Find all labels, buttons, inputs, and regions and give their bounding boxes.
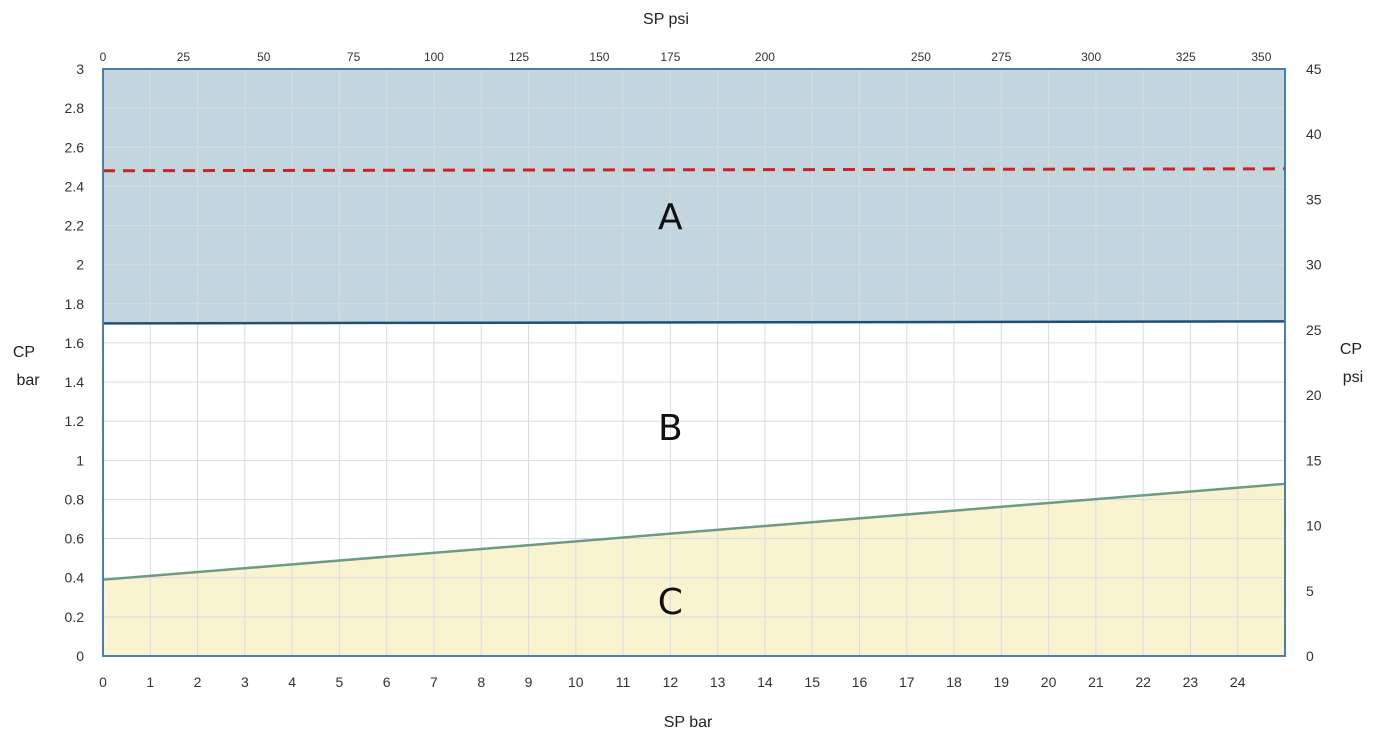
- series: [102, 167, 1286, 581]
- x-psi-tick-label: 50: [257, 50, 271, 64]
- x-psi-tick-label: 125: [509, 50, 529, 64]
- x-psi-tick-label: 25: [177, 50, 191, 64]
- x-bar-tick-label: 19: [994, 674, 1010, 690]
- y-psi-tick-label: 20: [1306, 387, 1322, 403]
- x-bar-tick-label: 11: [616, 674, 631, 690]
- y-bar-tick-label: 2.6: [65, 139, 85, 155]
- y-bar-tick-label: 2.2: [65, 218, 85, 234]
- y-bar-tick-label: 1.4: [65, 374, 85, 390]
- y-psi-tick-label: 15: [1306, 452, 1322, 468]
- y-bar-tick-label: 1.6: [65, 335, 85, 351]
- x-bar-tick-label: 14: [757, 674, 773, 690]
- x-bar-tick-label: 18: [946, 674, 962, 690]
- x-psi-tick-label: 300: [1081, 50, 1101, 64]
- y-bar-tick-label: 2.8: [65, 100, 85, 116]
- y-bar-tick-label: 2: [76, 257, 84, 273]
- x-bar-tick-label: 24: [1230, 674, 1246, 690]
- plot-frame: [102, 68, 1286, 657]
- x-bar-tick-label: 3: [241, 674, 249, 690]
- y-bar-tick-label: 1: [76, 452, 84, 468]
- y-psi-tick-label: 45: [1306, 61, 1322, 77]
- x-bar-tick-label: 22: [1135, 674, 1151, 690]
- y-psi-tick-label: 5: [1306, 583, 1314, 599]
- region-labels: A B C: [658, 197, 683, 623]
- region-a: [103, 69, 1285, 324]
- y-bar-tick-label: 1.2: [65, 413, 85, 429]
- x-bar-tick-label: 21: [1088, 674, 1104, 690]
- right-axis-title-line2: psi: [1343, 369, 1363, 386]
- series-line-1: [102, 320, 1286, 325]
- x-psi-tick-label: 0: [100, 50, 107, 64]
- y-bar-tick-label: 0.8: [65, 491, 85, 507]
- x-psi-tick-label: 250: [911, 50, 931, 64]
- x-bar-tick-label: 20: [1041, 674, 1057, 690]
- y-psi-tick-label: 10: [1306, 518, 1322, 534]
- region-label-a: A: [658, 197, 683, 238]
- region-c: [103, 483, 1285, 656]
- x-bar-tick-label: 9: [525, 674, 533, 690]
- x-bar-tick-label: 15: [804, 674, 820, 690]
- x-psi-tick-label: 350: [1251, 50, 1271, 64]
- x-psi-tick-label: 100: [424, 50, 444, 64]
- y-bar-tick-label: 0.6: [65, 531, 85, 547]
- x-bar-tick-label: 16: [852, 674, 868, 690]
- x-bar-tick-label: 0: [99, 674, 107, 690]
- y-bar-tick-label: 3: [76, 61, 84, 77]
- plot-border: [102, 68, 1286, 657]
- y-bar-tick-label: 1.8: [65, 296, 85, 312]
- y-bar-tick-label: 0.2: [65, 609, 85, 625]
- x-psi-tick-label: 325: [1176, 50, 1196, 64]
- x-bar-tick-label: 6: [383, 674, 391, 690]
- x-bar-tick-label: 4: [288, 674, 296, 690]
- x-bar-tick-label: 2: [194, 674, 202, 690]
- y-psi-tick-label: 35: [1306, 191, 1322, 207]
- y-bar-tick-label: 0.4: [65, 570, 85, 586]
- regions: [103, 69, 1285, 656]
- x-psi-tick-label: 275: [991, 50, 1011, 64]
- x-bar-tick-label: 1: [146, 674, 154, 690]
- y-psi-tick-label: 40: [1306, 126, 1322, 142]
- x-bar-tick-label: 10: [568, 674, 584, 690]
- y-psi-tick-label: 0: [1306, 648, 1314, 664]
- y-psi-tick-label: 30: [1306, 257, 1322, 273]
- series-line-3: [102, 167, 1286, 173]
- x-bar-tick-label: 7: [430, 674, 438, 690]
- left-axis-title-line2: bar: [16, 372, 40, 389]
- x-psi-tick-label: 75: [347, 50, 361, 64]
- x-bar-tick-label: 17: [899, 674, 915, 690]
- region-b: [103, 321, 1285, 580]
- region-label-b: B: [658, 408, 683, 449]
- x-psi-tick-label: 175: [660, 50, 680, 64]
- x-bar-tick-label: 13: [710, 674, 726, 690]
- y-psi-tick-label: 25: [1306, 322, 1322, 338]
- tick-labels: 0 1 2 3 4 5 6 7 8 9 10 11 12 13 14 15 16 17 18 19 20 21 22 23 24…: [65, 50, 1322, 690]
- x-psi-tick-label: 200: [755, 50, 775, 64]
- x-bar-tick-label: 12: [663, 674, 679, 690]
- y-bar-tick-label: 2.4: [65, 178, 85, 194]
- right-axis-title-line1: CP: [1340, 341, 1362, 358]
- region-label-c: C: [658, 582, 683, 623]
- x-bar-tick-label: 5: [336, 674, 344, 690]
- x-bar-tick-label: 23: [1183, 674, 1199, 690]
- x-psi-tick-label: 150: [589, 50, 609, 64]
- top-axis-title: SP psi: [643, 11, 689, 28]
- left-axis-title-line1: CP: [13, 344, 35, 361]
- bottom-axis-title: SP bar: [664, 714, 713, 731]
- x-bar-tick-label: 8: [477, 674, 485, 690]
- y-bar-tick-label: 0: [76, 648, 84, 664]
- series-line-2: [102, 482, 1286, 581]
